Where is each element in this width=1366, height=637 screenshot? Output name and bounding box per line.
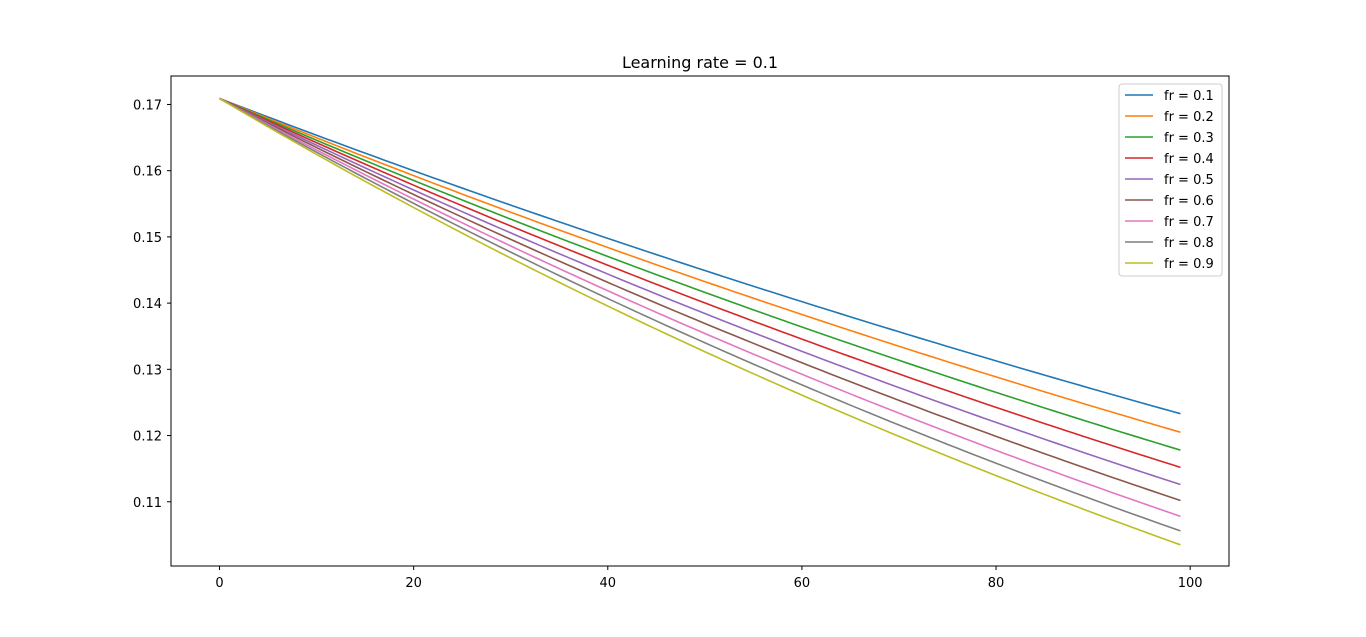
y-tick-label: 0.12: [133, 430, 162, 445]
legend-label-3: fr = 0.3: [1164, 131, 1214, 146]
legend-box: [1118, 83, 1223, 277]
series-line-3: [219, 97, 1181, 451]
x-tick-label: 20: [405, 576, 422, 591]
y-tick-label: 0.11: [133, 496, 162, 511]
legend-label-5: fr = 0.5: [1164, 173, 1214, 188]
legend: fr = 0.1 fr = 0.2 fr = 0.3 fr = 0.4 fr = 0.5…: [1118, 83, 1223, 277]
x-tick-label: 60: [794, 576, 811, 591]
chart-title: Learning rate = 0.1: [622, 53, 778, 72]
legend-label-4: fr = 0.4: [1164, 152, 1214, 167]
x-tick-label: 100: [1178, 576, 1203, 591]
y-tick-label: 0.16: [133, 165, 162, 180]
series-line-9: [219, 97, 1181, 546]
legend-label-2: fr = 0.2: [1164, 110, 1214, 125]
series-line-2: [219, 97, 1181, 434]
series-line-4: [219, 97, 1181, 469]
x-tick-label: 0: [215, 576, 223, 591]
series-line-5: [219, 97, 1181, 486]
y-tick-label: 0.13: [133, 363, 162, 378]
legend-label-9: fr = 0.9: [1164, 257, 1214, 272]
x-tick-label: 80: [988, 576, 1005, 591]
series-layer: [219, 97, 1181, 546]
series-line-6: [219, 97, 1181, 502]
legend-label-7: fr = 0.7: [1164, 215, 1214, 230]
plot-area-frame: [170, 75, 1230, 567]
legend-label-1: fr = 0.1: [1164, 89, 1214, 104]
legend-label-6: fr = 0.6: [1164, 194, 1214, 209]
x-tick-label: 40: [600, 576, 617, 591]
y-axis: 0.11 0.12 0.13 0.14 0.15 0.16 0.17: [133, 98, 171, 511]
y-tick-label: 0.17: [133, 98, 162, 113]
series-line-7: [219, 97, 1181, 518]
series-line-8: [219, 97, 1181, 532]
series-line-1: [219, 97, 1181, 415]
x-axis: 0 20 40 60 80 100: [215, 566, 1203, 591]
y-tick-label: 0.14: [133, 297, 162, 312]
y-tick-label: 0.15: [133, 231, 162, 246]
legend-label-8: fr = 0.8: [1164, 236, 1214, 251]
